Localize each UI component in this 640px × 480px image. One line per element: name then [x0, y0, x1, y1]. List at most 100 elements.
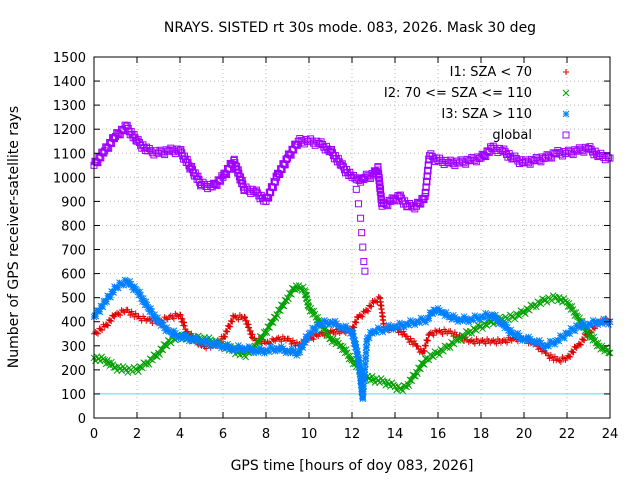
data-point — [207, 342, 215, 350]
data-point — [430, 332, 437, 339]
data-point — [482, 340, 489, 347]
data-point — [489, 312, 497, 319]
data-point — [473, 327, 480, 334]
data-point — [124, 306, 131, 313]
data-point — [583, 323, 591, 331]
data-point — [495, 320, 503, 327]
data-point — [439, 331, 446, 338]
data-point — [285, 335, 292, 342]
data-point — [414, 343, 421, 350]
data-point — [357, 214, 365, 222]
data-point — [356, 363, 363, 371]
data-point — [353, 348, 361, 355]
data-point — [156, 351, 163, 358]
data-point — [327, 335, 334, 342]
data-point — [296, 348, 304, 356]
x-tick-label: 10 — [301, 427, 318, 442]
data-point — [493, 340, 500, 347]
data-point — [506, 329, 514, 337]
x-tick-label: 18 — [473, 427, 490, 442]
data-point — [511, 331, 519, 338]
data-point — [440, 309, 447, 317]
data-point — [566, 353, 573, 360]
data-point — [551, 341, 559, 348]
data-point — [165, 328, 173, 335]
data-point — [299, 283, 307, 291]
data-point — [390, 326, 397, 333]
data-point — [546, 355, 553, 362]
data-point — [471, 340, 478, 347]
data-point — [312, 326, 320, 334]
y-tick-label: 1300 — [53, 99, 86, 114]
data-point — [107, 293, 114, 301]
y-tick-label: 0 — [78, 412, 86, 427]
data-point — [289, 337, 296, 344]
data-point — [545, 352, 552, 359]
x-tick-label: 4 — [176, 427, 184, 442]
chart-title: NRAYS. SISTED rt 30s mode. 083, 2026. Ma… — [164, 20, 536, 36]
data-point — [588, 321, 595, 329]
data-point — [266, 324, 273, 331]
data-point — [363, 344, 370, 351]
data-point — [184, 328, 191, 335]
x-tick-label: 2 — [133, 427, 141, 442]
plot-series — [90, 121, 614, 403]
data-point — [163, 324, 171, 331]
data-point — [170, 315, 177, 322]
data-point — [360, 388, 367, 396]
data-point — [127, 312, 134, 319]
data-point — [240, 187, 248, 195]
data-point — [483, 322, 491, 329]
data-point — [361, 371, 368, 379]
data-point — [331, 317, 339, 325]
data-point — [114, 284, 122, 292]
data-point — [352, 344, 360, 351]
x-tick-labels: 0 2 4 6 8 10 12 14 16 18 20 22 24 — [90, 427, 618, 442]
data-point — [547, 351, 554, 358]
y-tick-label: 1000 — [53, 171, 86, 186]
data-point — [516, 332, 523, 339]
data-point — [229, 318, 236, 325]
data-point — [479, 325, 486, 332]
data-point — [514, 329, 522, 337]
data-point — [532, 303, 540, 311]
data-point — [276, 347, 284, 355]
data-point — [353, 319, 360, 326]
data-point — [480, 314, 488, 322]
data-point — [539, 341, 546, 349]
data-point — [293, 352, 301, 359]
data-point — [358, 312, 365, 319]
data-point — [201, 340, 208, 347]
data-point — [358, 385, 366, 393]
data-point — [360, 377, 368, 385]
data-point — [357, 378, 365, 386]
data-point — [383, 326, 391, 334]
data-point — [319, 321, 327, 329]
data-point — [177, 312, 184, 319]
data-point — [127, 280, 135, 288]
y-tick-label: 700 — [61, 244, 86, 259]
data-point — [427, 329, 434, 336]
legend-label: I1: SZA < 70 — [450, 65, 532, 80]
data-point — [483, 147, 491, 155]
data-point — [99, 303, 107, 311]
data-point — [360, 382, 368, 390]
data-point — [228, 347, 236, 354]
data-point — [244, 347, 251, 355]
data-point — [125, 281, 132, 289]
data-point — [367, 303, 374, 310]
data-point — [501, 324, 509, 332]
data-point — [363, 338, 371, 346]
data-point — [516, 312, 523, 320]
legend-marker — [562, 131, 570, 139]
data-point — [345, 327, 353, 335]
data-point — [224, 328, 231, 335]
data-point — [301, 339, 309, 346]
data-point — [350, 333, 357, 341]
y-tick-label: 400 — [61, 316, 86, 331]
tick-marks — [93, 56, 611, 419]
data-point — [337, 342, 345, 350]
data-point — [352, 340, 360, 348]
data-point — [276, 307, 284, 315]
